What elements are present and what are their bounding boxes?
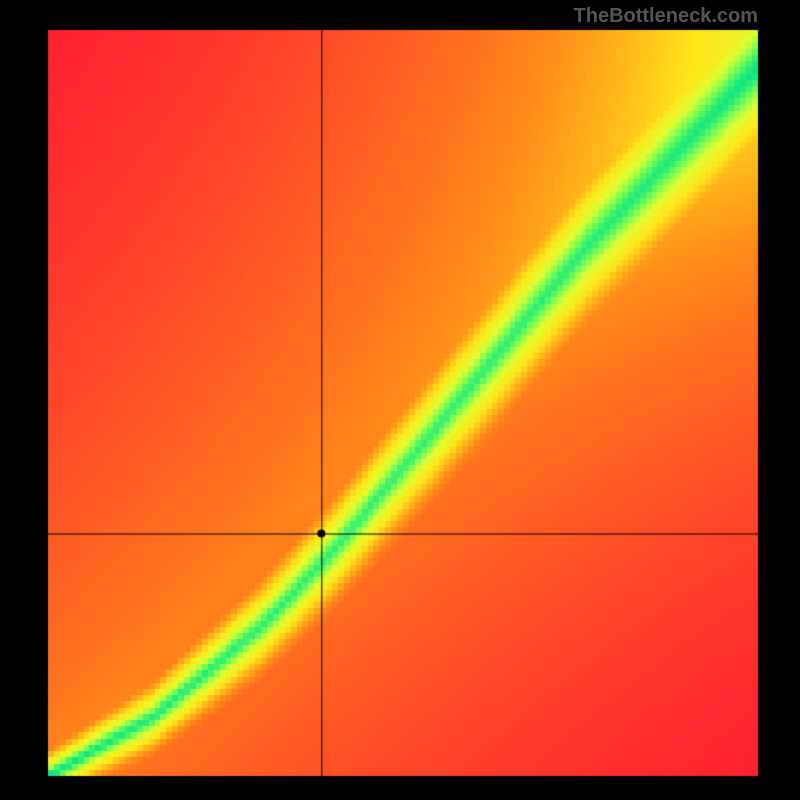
- bottleneck-heatmap: [0, 0, 800, 800]
- chart-container: TheBottleneck.com: [0, 0, 800, 800]
- watermark-text: TheBottleneck.com: [574, 5, 758, 28]
